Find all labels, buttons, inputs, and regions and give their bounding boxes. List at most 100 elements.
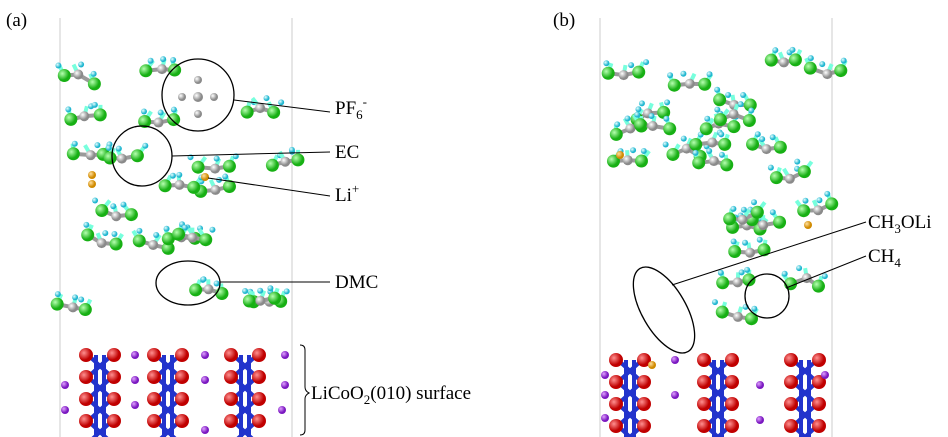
atom — [157, 64, 167, 74]
atom — [698, 78, 711, 91]
atom — [812, 397, 826, 411]
atom — [719, 152, 725, 158]
panel-tag: (a) — [6, 10, 27, 31]
atom — [804, 221, 812, 229]
atom — [718, 270, 724, 276]
label-part: LiCoO — [311, 383, 364, 404]
atom — [281, 381, 289, 389]
atom — [252, 370, 266, 384]
atom — [725, 375, 739, 389]
atom — [175, 392, 189, 406]
atom — [267, 285, 273, 291]
figure: (a)PF6-ECLi+DMCLiCoO2(010) surface(b)CH3… — [0, 0, 948, 437]
label: LiCoO2(010) surface — [311, 383, 471, 407]
atom — [147, 348, 161, 362]
atom — [822, 69, 832, 79]
atom — [83, 222, 89, 228]
atom — [725, 419, 739, 433]
atom — [634, 112, 640, 118]
atom — [812, 419, 826, 433]
label-part: OLi — [901, 212, 932, 233]
atom — [278, 99, 284, 105]
atom — [94, 108, 107, 121]
atom — [757, 237, 763, 243]
atom — [278, 406, 286, 414]
label: PF6- — [335, 94, 367, 122]
atom — [707, 71, 713, 77]
atom — [610, 128, 623, 141]
atom — [131, 376, 139, 384]
atom — [171, 107, 177, 113]
atom — [289, 147, 295, 153]
atom — [756, 416, 764, 424]
atom — [51, 298, 64, 311]
atom — [170, 57, 176, 63]
atom — [116, 146, 122, 152]
atom — [92, 102, 98, 108]
atom — [178, 93, 186, 101]
atom — [147, 392, 161, 406]
atom — [822, 273, 828, 279]
atom — [716, 276, 729, 289]
atom — [55, 291, 61, 297]
atom — [738, 101, 744, 107]
atom — [709, 156, 719, 166]
atom — [700, 122, 713, 135]
atom — [255, 103, 265, 113]
atom — [224, 370, 238, 384]
label-part: (010) surface — [370, 383, 471, 404]
atom — [73, 70, 83, 80]
atom — [667, 72, 673, 78]
atom — [834, 64, 847, 77]
atom — [790, 47, 796, 53]
atom — [257, 288, 263, 294]
atom — [635, 154, 648, 167]
atom — [61, 381, 69, 389]
atom — [291, 153, 304, 166]
atom — [78, 297, 84, 303]
atom — [110, 203, 116, 209]
atom — [107, 414, 121, 428]
atom — [136, 228, 142, 234]
label: Li+ — [335, 181, 359, 206]
atom — [117, 154, 127, 164]
atom — [841, 58, 847, 64]
atom — [797, 204, 810, 217]
atom — [816, 197, 822, 203]
atom — [193, 92, 203, 102]
atom — [614, 121, 620, 127]
label-part: 4 — [894, 255, 901, 270]
atom — [824, 191, 830, 197]
atom — [107, 392, 121, 406]
circle — [621, 257, 707, 362]
label-part: EC — [335, 142, 359, 163]
atom — [773, 216, 786, 229]
atom — [252, 392, 266, 406]
atom — [664, 99, 670, 105]
atom — [630, 147, 636, 153]
atom — [733, 312, 743, 322]
atom — [671, 391, 679, 399]
atom — [201, 426, 209, 434]
atom — [697, 419, 711, 433]
atom — [718, 138, 731, 151]
atom — [720, 158, 733, 171]
atom — [744, 267, 750, 273]
atom — [79, 414, 93, 428]
atom — [779, 57, 789, 67]
atom — [758, 220, 768, 230]
label-part: CH — [868, 246, 895, 267]
atom — [210, 164, 220, 174]
atom — [725, 92, 731, 98]
atom — [142, 143, 148, 149]
atom — [170, 173, 176, 179]
atom — [663, 141, 669, 147]
atom — [280, 157, 290, 167]
atom — [148, 240, 158, 250]
atoms — [51, 47, 848, 437]
atom — [625, 124, 635, 134]
atom — [241, 106, 254, 119]
atom — [67, 147, 80, 160]
atom — [713, 93, 726, 106]
atom — [680, 71, 686, 77]
